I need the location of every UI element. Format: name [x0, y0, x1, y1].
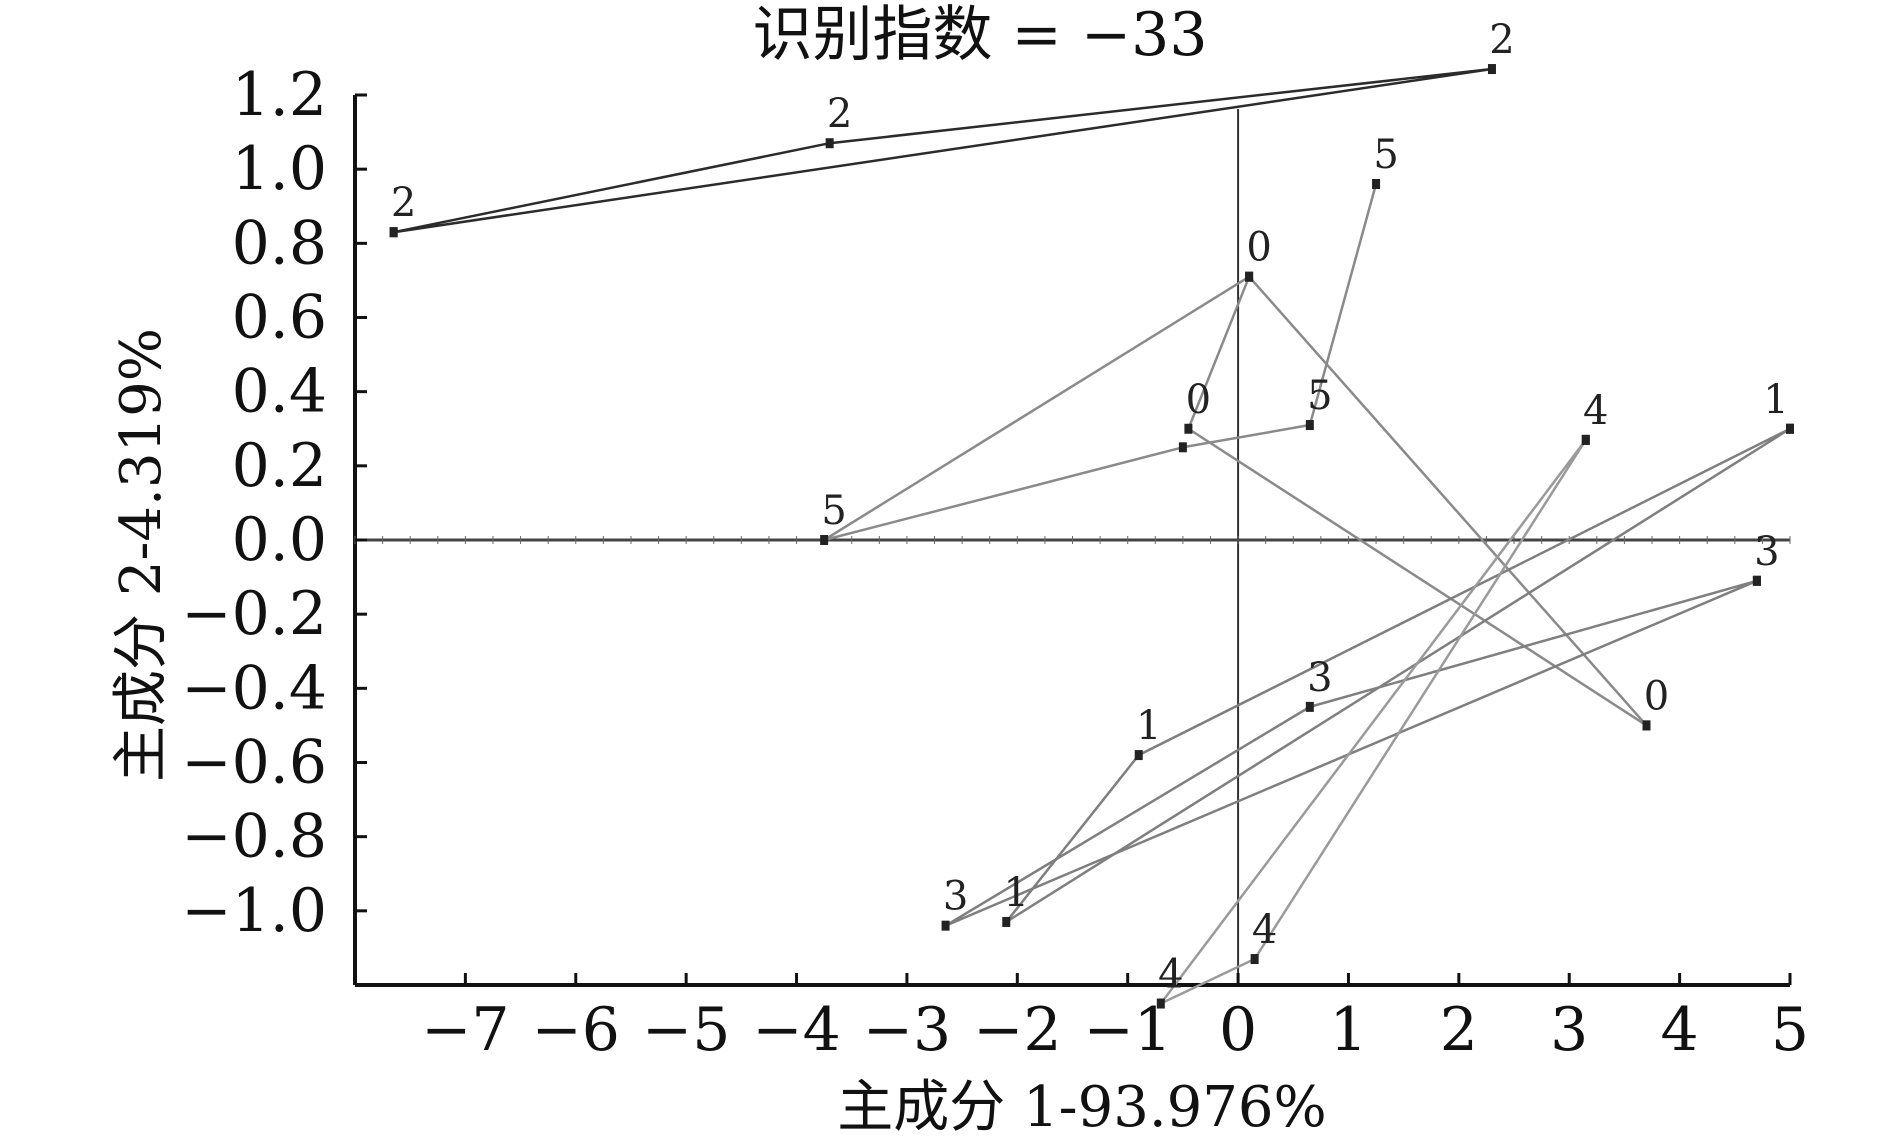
point-label: 2 [1489, 17, 1514, 63]
y-tick-label: 0.8 [232, 208, 327, 278]
x-tick-label: −5 [642, 995, 730, 1065]
y-tick-label: 1.0 [232, 134, 327, 204]
point-label: 0 [1246, 225, 1271, 271]
x-tick-label: −3 [863, 995, 951, 1065]
series-point-5 [1372, 179, 1381, 189]
y-tick-label: 1.2 [232, 60, 327, 130]
x-tick-label: 5 [1771, 995, 1809, 1065]
point-label: 5 [1373, 132, 1398, 178]
x-tick-label: −4 [752, 995, 840, 1065]
series-point-1 [1786, 423, 1794, 434]
series-point-5 [1178, 442, 1187, 453]
point-label: 1 [1136, 703, 1161, 749]
point-label: 1 [1004, 870, 1029, 916]
series-point-0 [1642, 720, 1651, 731]
series-point-2 [1487, 64, 1496, 75]
point-label: 2 [827, 91, 852, 137]
series-point-3 [941, 920, 950, 931]
y-tick-label: −1.0 [181, 876, 327, 946]
chart-axes: −7 −6 −5 −4 −3 −2 −1 0 1 2 3 4 51.21.00.80.60.40.20.… [181, 60, 1809, 1065]
y-tick-label: −0.2 [181, 579, 327, 649]
y-axis-title: 主成分 2-4.319% [109, 328, 174, 782]
y-tick-label: 0.2 [232, 431, 327, 501]
y-tick-label: −0.8 [181, 802, 327, 872]
y-tick-label: 0.6 [232, 283, 327, 353]
series-point-3 [1752, 575, 1761, 586]
series-point-1 [1002, 916, 1011, 927]
chart-title: 识别指数 = −33 [752, 0, 1207, 70]
point-label: 0 [1644, 673, 1669, 719]
y-tick-label: −0.6 [181, 728, 327, 798]
x-tick-label: −6 [532, 995, 620, 1065]
series-point-2 [825, 138, 834, 149]
x-tick-label: 4 [1661, 995, 1699, 1065]
point-label: 1 [1763, 377, 1788, 423]
point-label: 4 [1583, 388, 1608, 434]
y-tick-label: −0.4 [181, 653, 327, 723]
x-tick-label: −7 [421, 995, 509, 1065]
point-label: 3 [1754, 529, 1779, 575]
series-line-5 [822, 183, 1648, 727]
x-tick-label: 3 [1550, 995, 1588, 1065]
series-line-2 [393, 67, 1494, 234]
series-point-1 [1134, 750, 1143, 761]
x-tick-label: −2 [973, 995, 1061, 1065]
y-tick-label: 0.0 [232, 505, 327, 575]
series-point-4 [1581, 434, 1590, 445]
series-point-5 [820, 535, 829, 545]
series-point-0 [1245, 271, 1254, 282]
series-line-1 [1005, 427, 1791, 924]
x-tick-label: 0 [1219, 995, 1257, 1065]
series-point-5 [1305, 420, 1314, 431]
point-label: 4 [1252, 907, 1277, 953]
series-point-3 [1305, 701, 1314, 712]
point-label: 2 [391, 180, 416, 226]
point-label: 3 [943, 874, 968, 920]
point-label: 5 [821, 488, 846, 534]
series-point-4 [1250, 954, 1259, 965]
x-axis-title: 主成分 1-93.976% [837, 1075, 1327, 1139]
x-tick-label: 1 [1329, 995, 1367, 1065]
x-tick-label: 2 [1440, 995, 1478, 1065]
point-label: 4 [1158, 952, 1183, 998]
chart-series [389, 64, 1794, 1009]
series-point-4 [1156, 998, 1165, 1009]
y-tick-label: 0.4 [232, 357, 327, 427]
series-point-2 [389, 227, 398, 238]
point-label: 0 [1186, 377, 1211, 423]
point-label: 5 [1307, 373, 1332, 419]
series-line-3 [944, 579, 1758, 927]
point-label: 3 [1307, 655, 1332, 701]
series-point-0 [1184, 423, 1193, 434]
series-line-4 [1159, 439, 1587, 1005]
